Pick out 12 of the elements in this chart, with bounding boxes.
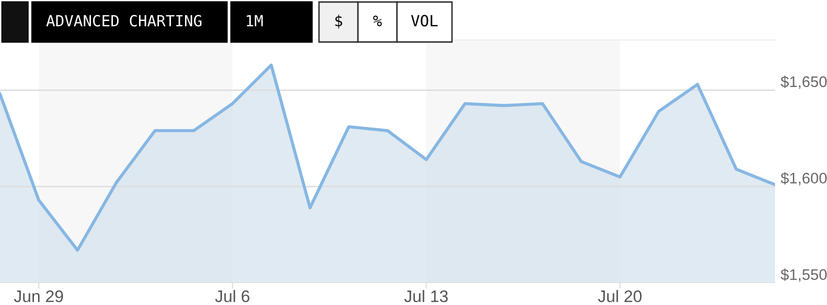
text: % <box>373 16 382 26</box>
x-tick-label: Jul 20 <box>598 290 642 302</box>
x-tick-label: Jun 29 <box>14 290 63 302</box>
x-tick-label: Jul 6 <box>215 290 250 302</box>
text: 1M <box>246 15 263 26</box>
text: $ <box>335 14 342 29</box>
text: VOL <box>411 14 438 26</box>
y-tick-label: $1,600 <box>780 172 827 186</box>
y-tick-label: $1,650 <box>780 76 827 89</box>
text: ADVANCED CHARTING <box>46 14 202 26</box>
x-tick-label: Jul 13 <box>404 290 448 302</box>
y-tick-label: $1,550 <box>780 268 827 282</box>
